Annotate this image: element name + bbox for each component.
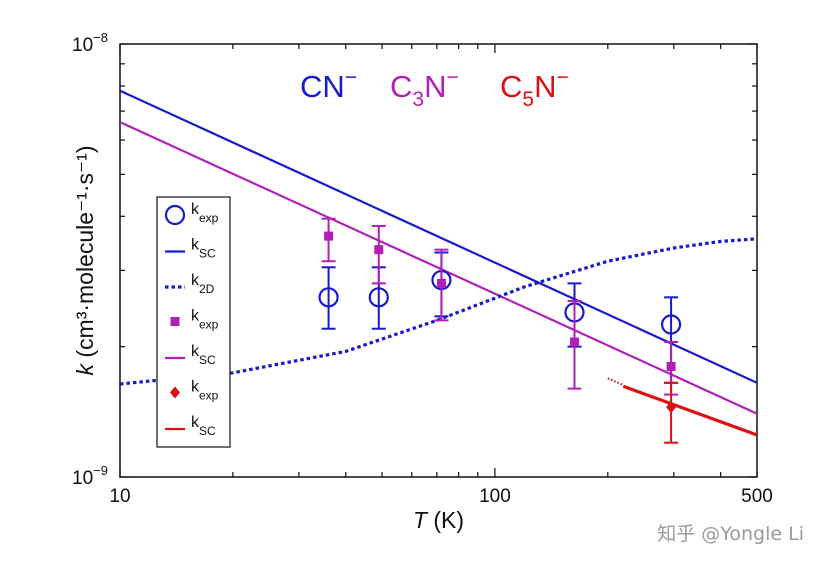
y-tick-label: 10−9 <box>72 463 108 489</box>
legend-entry: kexp <box>170 379 219 403</box>
x-tick-label: 100 <box>479 486 511 507</box>
legend-marker <box>170 386 180 399</box>
legend-entry: kexp <box>170 308 219 332</box>
legend-marker <box>164 204 186 226</box>
x-axis-label: T (K) <box>413 507 464 533</box>
marker-square <box>569 337 579 347</box>
line-CN--k2D <box>120 237 757 386</box>
marker-open-circle <box>368 287 389 308</box>
x-tick-label: 500 <box>741 486 773 507</box>
point-C3N- <box>321 217 336 263</box>
marker-square <box>324 231 334 241</box>
axis-labels: T (K) k (cm³·molecule⁻¹·s⁻¹) <box>72 146 464 534</box>
x-tick-label: 10 <box>109 486 130 507</box>
marker-square <box>374 245 384 255</box>
legend-label: kSC <box>191 414 216 438</box>
species-labels: CN− C3N− C5N− <box>300 66 569 111</box>
legend-label: kSC <box>191 237 216 261</box>
legend: kexp kSC k2D kexp kSC kexp kSC <box>156 196 231 448</box>
marker-open-circle <box>660 314 682 335</box>
marker-square <box>666 361 676 371</box>
species-label: CN− <box>300 66 357 104</box>
marker-open-circle <box>318 287 339 308</box>
legend-label: kSC <box>191 343 216 367</box>
series-lines <box>120 89 757 437</box>
legend-box <box>156 196 231 448</box>
data-points <box>318 217 682 444</box>
legend-marker <box>170 317 180 326</box>
legend-entry: kexp <box>164 201 219 226</box>
point-C3N- <box>434 248 449 322</box>
legend-label: kexp <box>191 379 219 403</box>
marker-diamond <box>666 401 677 414</box>
y-axis-label: k (cm³·molecule⁻¹·s⁻¹) <box>72 146 98 376</box>
line-C5N--kSC <box>622 384 757 437</box>
legend-entry: k2D <box>165 272 215 296</box>
point-C5N- <box>664 381 679 444</box>
species-label: C5N− <box>500 66 569 111</box>
legend-entry: kSC <box>165 343 216 367</box>
legend-label: kexp <box>191 201 219 225</box>
species-label: C3N− <box>390 66 459 111</box>
axis-ticks: 10 100 500 10−9 10−8 <box>72 30 773 507</box>
legend-entry: kSC <box>165 414 216 438</box>
marker-square <box>436 278 446 288</box>
point-C3N- <box>567 299 582 390</box>
legend-label: k2D <box>191 272 215 296</box>
plot-frame <box>119 43 758 478</box>
y-tick-label: 10−8 <box>72 30 108 56</box>
point-CN- <box>318 266 339 330</box>
point-C3N- <box>371 224 386 285</box>
watermark: 知乎 @Yongle Li <box>657 523 804 545</box>
plot-border <box>119 43 758 478</box>
legend-label: kexp <box>191 308 219 332</box>
line-CN--kSC <box>120 89 757 384</box>
legend-entry: kSC <box>165 237 216 261</box>
line-C5N--kSC-ext <box>607 377 624 387</box>
line-C3N--kSC <box>120 121 757 415</box>
